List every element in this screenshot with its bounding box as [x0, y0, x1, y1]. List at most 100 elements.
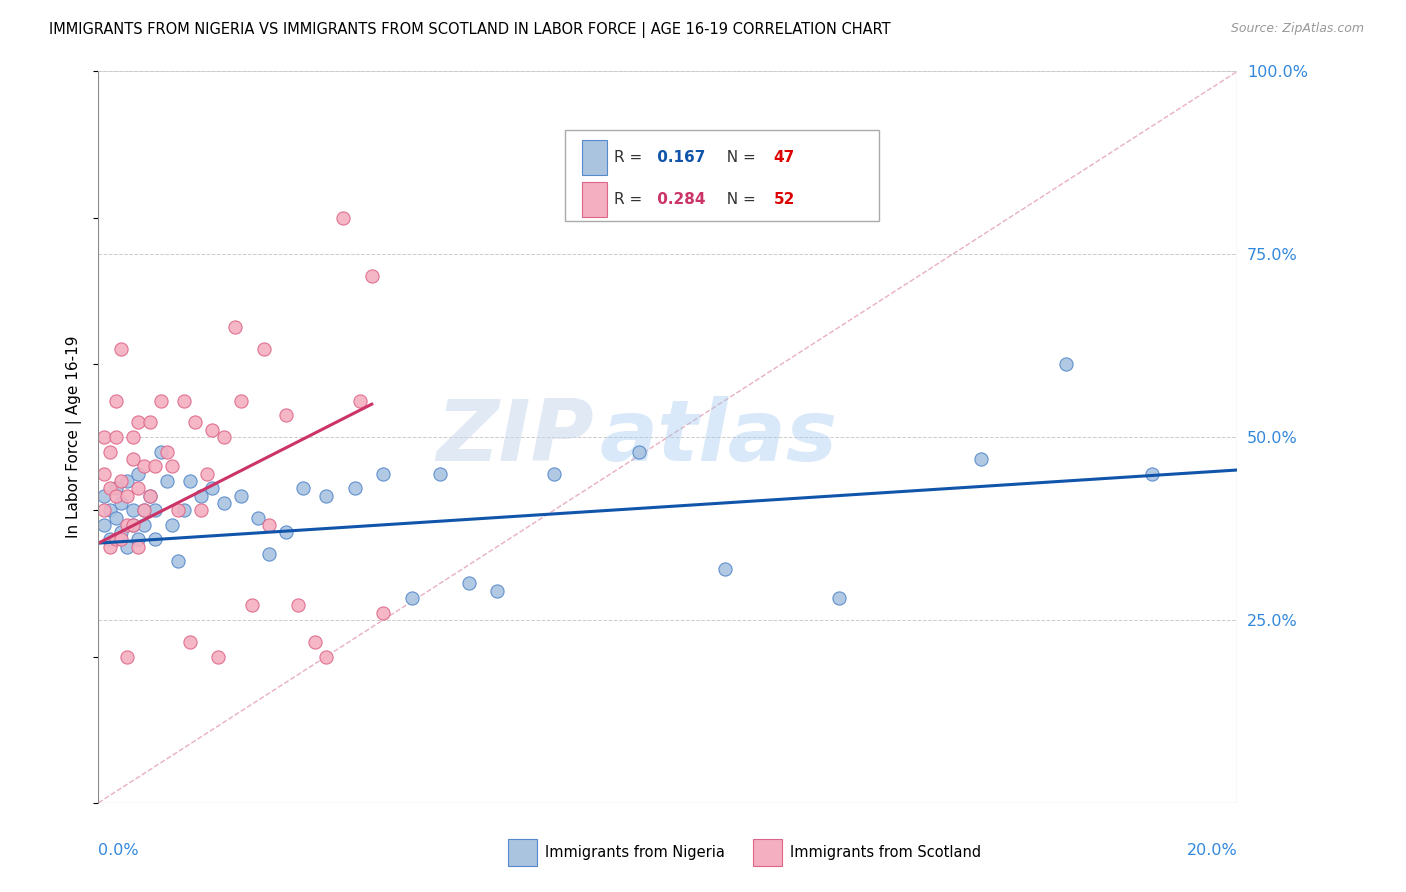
Point [1056, 357, 1078, 371]
Text: 0.284: 0.284 [652, 192, 706, 207]
Point [190, 503, 212, 517]
Text: N =: N = [717, 192, 761, 207]
Point [1140, 467, 1163, 481]
Point [115, 649, 138, 664]
Point [93, 467, 115, 481]
Point [373, 467, 395, 481]
Point [104, 481, 127, 495]
Point [145, 503, 167, 517]
Point [292, 481, 315, 495]
Point [121, 430, 143, 444]
Point [127, 540, 149, 554]
Point [110, 343, 132, 357]
Point [332, 211, 354, 225]
Point [110, 533, 132, 547]
Point [287, 599, 309, 613]
Point [110, 496, 132, 510]
Bar [509, 838, 537, 866]
Point [162, 517, 184, 532]
Point [98, 444, 121, 458]
Point [714, 562, 737, 576]
Point [246, 510, 269, 524]
Point [401, 591, 423, 605]
Point [115, 489, 138, 503]
Point [93, 517, 115, 532]
Point [240, 599, 263, 613]
Point [224, 320, 246, 334]
Text: 52: 52 [773, 192, 796, 207]
Text: R =: R = [614, 192, 647, 207]
Point [828, 591, 851, 605]
Point [115, 517, 138, 532]
Point [167, 554, 190, 568]
Point [259, 547, 281, 561]
Text: 0.0%: 0.0% [98, 843, 139, 858]
Point [179, 474, 201, 488]
Point [127, 467, 149, 481]
Bar [754, 838, 782, 866]
Point [173, 503, 195, 517]
Point [252, 343, 274, 357]
Text: ZIP: ZIP [436, 395, 593, 479]
Point [132, 459, 155, 474]
Point [145, 533, 167, 547]
Point [98, 481, 121, 495]
Point [121, 517, 143, 532]
Point [132, 503, 155, 517]
Bar [582, 139, 607, 175]
FancyBboxPatch shape [565, 130, 879, 221]
Point [207, 649, 229, 664]
Point [138, 416, 160, 430]
Point [121, 452, 143, 467]
Point [110, 525, 132, 540]
Text: Immigrants from Nigeria: Immigrants from Nigeria [546, 845, 724, 860]
Bar [582, 182, 607, 217]
Point [212, 496, 235, 510]
Point [104, 393, 127, 408]
Text: Source: ZipAtlas.com: Source: ZipAtlas.com [1230, 22, 1364, 36]
Point [190, 489, 212, 503]
Point [486, 583, 509, 598]
Point [127, 416, 149, 430]
Point [276, 408, 298, 422]
Point [970, 452, 993, 467]
Point [121, 517, 143, 532]
Point [167, 503, 190, 517]
Text: 47: 47 [773, 150, 794, 165]
Point [360, 269, 382, 284]
Point [104, 430, 127, 444]
Point [132, 517, 155, 532]
Point [201, 481, 224, 495]
Point [127, 533, 149, 547]
Point [138, 489, 160, 503]
Point [543, 467, 565, 481]
Point [104, 533, 127, 547]
Point [457, 576, 479, 591]
Point [179, 635, 201, 649]
Point [349, 393, 371, 408]
Point [150, 444, 173, 458]
Point [93, 430, 115, 444]
Point [315, 489, 337, 503]
Point [212, 430, 235, 444]
Point [121, 503, 143, 517]
Point [115, 540, 138, 554]
Point [104, 489, 127, 503]
Text: 20.0%: 20.0% [1187, 843, 1237, 858]
Point [156, 444, 179, 458]
Point [343, 481, 366, 495]
Point [98, 503, 121, 517]
Text: R =: R = [614, 150, 647, 165]
Point [93, 489, 115, 503]
Point [115, 474, 138, 488]
Text: 0.167: 0.167 [652, 150, 706, 165]
Point [195, 467, 218, 481]
Point [98, 540, 121, 554]
Point [229, 393, 252, 408]
Point [173, 393, 195, 408]
Text: Immigrants from Scotland: Immigrants from Scotland [790, 845, 981, 860]
Point [132, 503, 155, 517]
Y-axis label: In Labor Force | Age 16-19: In Labor Force | Age 16-19 [66, 335, 83, 539]
Point [93, 503, 115, 517]
Point [98, 533, 121, 547]
